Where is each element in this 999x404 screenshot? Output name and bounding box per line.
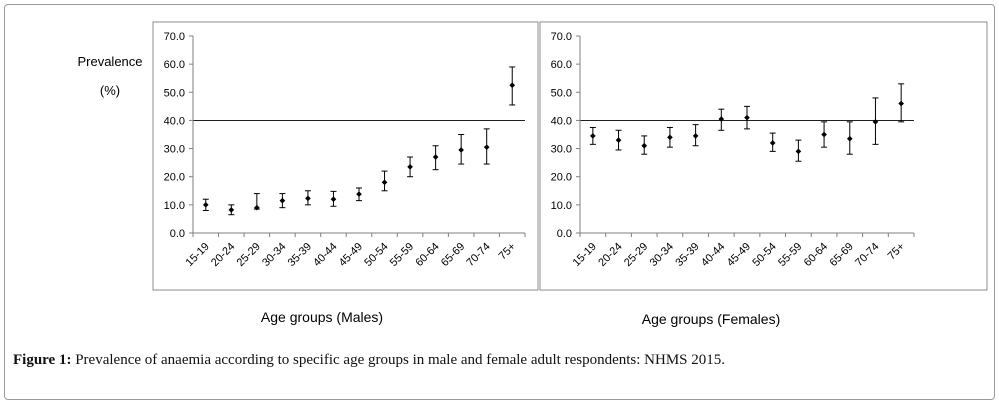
female-data-point (795, 148, 802, 155)
female-x-tick-label: 35-39 (673, 241, 701, 269)
male-data-point (356, 191, 362, 197)
female-data-point (872, 119, 879, 125)
male-data-point (509, 82, 516, 89)
female-plot: 0.0 10.0 20.0 30.0 40.0 50.0 60.0 70.0 15-1920-2… (551, 31, 915, 269)
male-data-point (202, 202, 209, 208)
male-x-tick-label: 45-49 (337, 241, 365, 269)
female-y-tick-label: 70.0 (551, 31, 572, 43)
male-data-point (407, 164, 413, 170)
male-x-tick-label: 15-19 (184, 241, 212, 269)
female-x-tick-label: 50-54 (750, 241, 778, 269)
female-y-tick-label: 0.0 (557, 228, 572, 240)
y-axis-title-line1: Prevalence (77, 54, 142, 69)
male-y-tick-label: 20.0 (164, 172, 185, 184)
male-data-point (330, 196, 337, 203)
female-data-point (692, 133, 699, 139)
female-y-tick-label: 50.0 (551, 87, 572, 99)
female-data-point (641, 142, 648, 149)
male-data-point (381, 179, 388, 186)
male-data-point (483, 144, 490, 150)
male-x-tick-label: 25-29 (235, 241, 263, 269)
female-data-point (615, 137, 622, 143)
female-y-tick-label: 10.0 (551, 200, 572, 212)
female-data-point (898, 100, 904, 107)
female-data-point (846, 135, 853, 142)
male-x-tick-label: 60-64 (413, 241, 441, 269)
male-y-tick-label: 30.0 (164, 144, 185, 156)
female-x-tick-label: 20-24 (596, 241, 624, 269)
female-data-point (718, 116, 725, 122)
female-y-tick-label: 20.0 (551, 172, 572, 184)
male-y-tick-label: 60.0 (164, 59, 185, 71)
female-data-point (744, 114, 750, 121)
female-data-point (821, 131, 827, 138)
male-data-point (228, 207, 235, 213)
female-x-tick-label: 65-69 (828, 241, 856, 269)
male-plot: 0.0 10.0 20.0 30.0 40.0 50.0 60.0 70.0 15-1920-2… (164, 31, 526, 269)
female-x-tick-label: 60-64 (802, 241, 830, 269)
female-y-tick-label: 40.0 (551, 115, 572, 127)
y-axis-title-line2: (%) (100, 83, 120, 98)
female-x-axis-title: Age groups (Females) (642, 311, 781, 327)
male-data-point (305, 195, 311, 202)
male-y-tick-label: 50.0 (164, 87, 185, 99)
figure-caption: Figure 1: Prevalence of anaemia accordin… (13, 352, 725, 369)
male-data-point (254, 204, 260, 211)
male-x-tick-label: 50-54 (362, 241, 390, 269)
male-x-tick-label: 20-24 (209, 241, 237, 269)
male-y-tick-label: 0.0 (170, 228, 185, 240)
male-chart-border (152, 21, 539, 291)
male-x-tick-label: 70-74 (464, 241, 492, 269)
female-x-tick-label: 55-59 (776, 241, 804, 269)
female-data-point (590, 133, 596, 139)
female-x-tick-label: 75+ (886, 241, 908, 263)
male-data-point (458, 147, 464, 153)
male-y-tick-label: 10.0 (164, 200, 185, 212)
figure-frame (4, 4, 995, 400)
figure-caption-text: Prevalence of anaemia according to speci… (71, 352, 726, 368)
female-x-tick-label: 30-34 (648, 241, 676, 269)
male-x-tick-label: 35-39 (286, 241, 314, 269)
male-data-point (279, 197, 286, 204)
female-data-point (667, 134, 673, 141)
male-y-tick-label: 40.0 (164, 115, 185, 127)
female-x-tick-label: 40-44 (699, 241, 727, 269)
female-x-tick-label: 25-29 (622, 241, 650, 269)
female-data-point (769, 140, 776, 146)
female-x-tick-label: 15-19 (571, 241, 599, 269)
male-x-tick-label: 75+ (497, 241, 519, 263)
female-y-tick-label: 60.0 (551, 59, 572, 71)
male-x-axis-title: Age groups (Males) (261, 309, 383, 325)
female-x-tick-label: 70-74 (853, 241, 881, 269)
female-x-tick-label: 45-49 (725, 241, 753, 269)
male-x-tick-label: 40-44 (311, 241, 339, 269)
male-x-tick-label: 65-69 (439, 241, 467, 269)
male-y-tick-label: 70.0 (164, 31, 185, 43)
male-x-tick-label: 55-59 (388, 241, 416, 269)
female-chart-border (539, 21, 988, 291)
male-x-tick-label: 30-34 (260, 241, 288, 269)
male-data-point (432, 154, 439, 160)
female-y-tick-label: 30.0 (551, 144, 572, 156)
figure-caption-label: Figure 1: (13, 352, 72, 368)
